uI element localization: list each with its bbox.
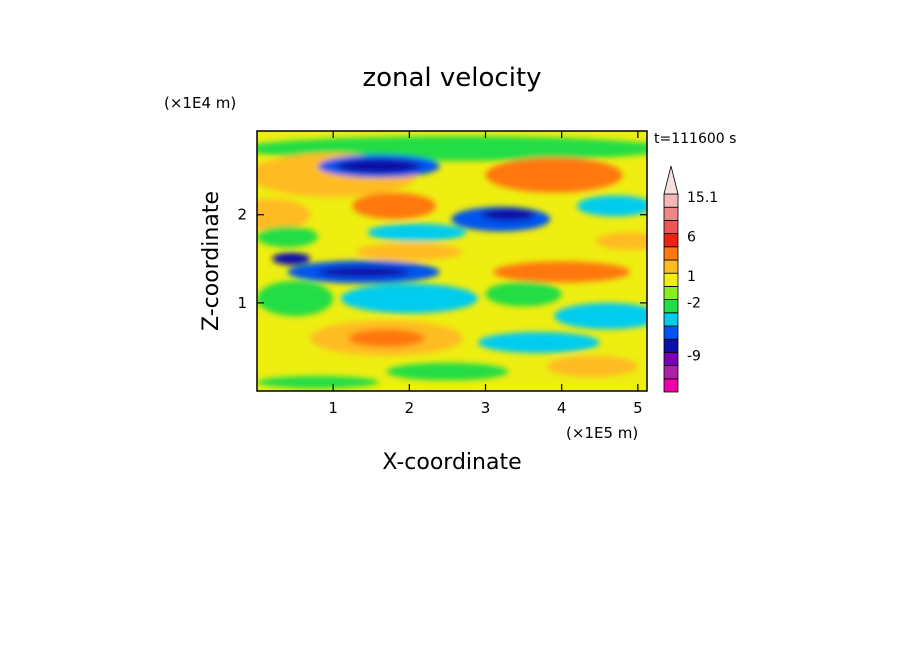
contour-region-22 [348, 329, 425, 347]
x-tick-label: 1 [328, 399, 338, 417]
colorbar-swatch-7 [663, 285, 679, 300]
contour-region-15 [272, 252, 311, 265]
contour-region-4 [485, 157, 623, 193]
colorbar-swatch-14 [663, 193, 679, 208]
contour-region-5 [576, 195, 647, 217]
colorbar-swatch-10 [663, 246, 679, 261]
y-tick-label: 2 [237, 206, 247, 224]
contour-region-12 [356, 242, 463, 261]
colorbar-swatch-3 [663, 338, 679, 353]
colorbar-swatch-11 [663, 233, 679, 248]
colorbar-swatch-0 [663, 378, 679, 393]
contour-region-10 [367, 223, 467, 242]
colorbar-tick-label: 15.1 [687, 190, 718, 206]
contour-region-3 [336, 159, 421, 174]
plot-frame [256, 130, 648, 392]
time-label: t=111600 s [654, 131, 736, 147]
contour-region-17 [485, 281, 562, 307]
contour-region-20 [554, 302, 647, 330]
contour-region-18 [340, 283, 478, 314]
colorbar-swatch-5 [663, 312, 679, 327]
chart-title: zonal velocity [362, 63, 541, 93]
x-axis: 1 2 3 4 5 [328, 131, 643, 417]
y-scale-label: (×1E4 m) [164, 94, 236, 112]
contour-region-11 [257, 226, 318, 248]
colorbar-tick-label: 1 [687, 269, 696, 285]
contour-region-14 [317, 266, 410, 278]
x-tick-label: 5 [633, 399, 643, 417]
colorbar-swatch-4 [663, 325, 679, 340]
contour-region-7 [481, 208, 536, 221]
contour-region-23 [477, 331, 600, 354]
colorbar-swatch-8 [663, 272, 679, 287]
contour-region-19 [257, 280, 334, 317]
x-tick-label: 2 [405, 399, 415, 417]
colorbar-swatch-1 [663, 365, 679, 380]
colorbar-swatch-2 [663, 351, 679, 366]
contour-region-8 [352, 192, 437, 220]
colorbar-tick-label: -2 [687, 296, 701, 312]
colorbar-tick-label: -9 [687, 348, 701, 364]
contour-region-9 [257, 198, 311, 231]
y-axis: 12 [237, 206, 647, 312]
colorbar-swatch-12 [663, 219, 679, 234]
x-scale-label: (×1E5 m) [566, 424, 638, 442]
contour-field [257, 131, 647, 391]
colorbar: 15.1 6 1 -2 -9 [663, 165, 718, 393]
contour-region-24 [546, 355, 638, 377]
colorbar-tick-label: 6 [687, 230, 696, 246]
contour-region-27 [595, 232, 647, 250]
y-tick-label: 1 [237, 294, 247, 312]
contour-region-16 [493, 261, 631, 283]
colorbar-swatch-13 [663, 206, 679, 221]
x-tick-label: 4 [557, 399, 567, 417]
colorbar-max-arrow [663, 165, 679, 195]
colorbar-swatch-9 [663, 259, 679, 274]
contour-region-26 [257, 376, 379, 389]
x-axis-label: X-coordinate [382, 450, 521, 475]
y-axis-label: Z-coordinate [199, 191, 224, 331]
colorbar-swatch-6 [663, 299, 679, 314]
contour-region-25 [386, 362, 509, 381]
x-tick-label: 3 [481, 399, 491, 417]
